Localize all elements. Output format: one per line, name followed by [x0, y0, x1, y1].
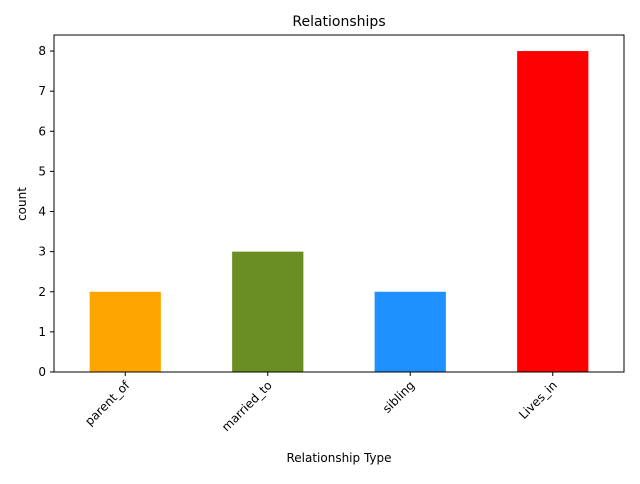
bar-sibling	[374, 291, 446, 372]
y-tick-label: 7	[38, 84, 46, 98]
y-tick-label: 0	[38, 365, 46, 379]
x-tick-label-married_to: married_to	[219, 378, 275, 434]
y-axis-label: count	[15, 187, 29, 221]
bars-layer	[89, 51, 589, 373]
x-axis: parent_of married_to sibling Lives_in	[82, 372, 560, 434]
x-axis-label: Relationship Type	[286, 451, 391, 465]
bar-Lives_in	[517, 51, 589, 373]
chart-title: Relationships	[292, 14, 385, 30]
y-tick-label: 1	[38, 325, 46, 339]
x-tick-label-sibling: sibling	[380, 378, 418, 416]
bar-married_to	[232, 251, 304, 372]
y-tick-label: 8	[38, 44, 46, 58]
y-tick-label: 6	[38, 124, 46, 138]
y-tick-label: 4	[38, 205, 46, 219]
y-tick-label: 5	[38, 164, 46, 178]
y-tick-label: 3	[38, 245, 46, 259]
x-tick-label-parent_of: parent_of	[82, 378, 133, 429]
y-tick-label: 2	[38, 285, 46, 299]
bar-parent_of	[89, 291, 161, 372]
x-tick-label-Lives_in: Lives_in	[516, 378, 560, 422]
plot-frame	[53, 34, 625, 373]
y-axis: 0 1 2 3 4 5 6 7 8	[38, 44, 54, 379]
